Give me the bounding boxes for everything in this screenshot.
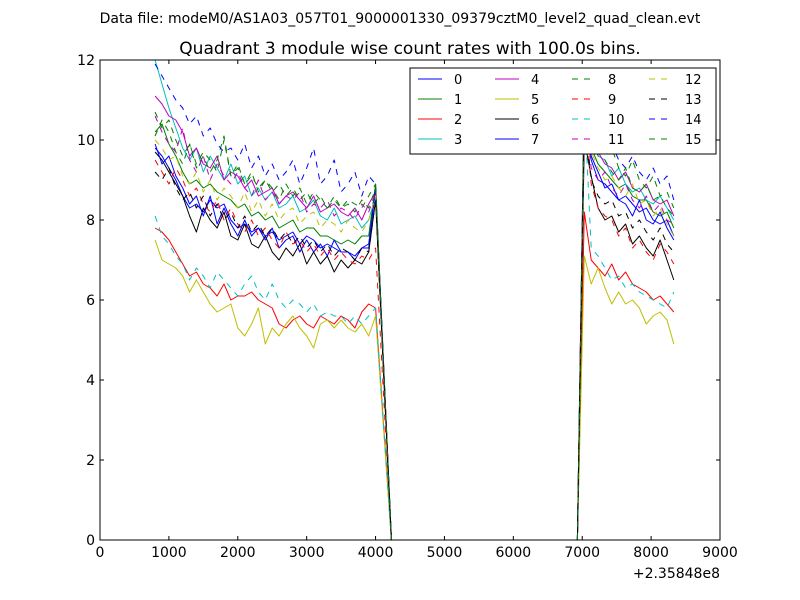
y-tick-label: 2: [86, 453, 95, 469]
y-tick-label: 8: [86, 213, 95, 229]
series-line-5: [154, 239, 675, 540]
legend-label-7: 7: [531, 133, 539, 148]
legend-label-0: 0: [454, 73, 462, 88]
suptitle: Data file: modeM0/AS1A03_057T01_90000013…: [100, 11, 701, 27]
x-tick-label: 3000: [289, 545, 325, 561]
series-line-14: [154, 63, 675, 540]
chart-title: Quadrant 3 module wise count rates with …: [179, 39, 640, 59]
legend-label-9: 9: [608, 93, 616, 108]
x-tick-label: 6000: [496, 545, 532, 561]
legend-label-12: 12: [685, 73, 702, 88]
legend-box: [409, 67, 717, 155]
series-line-9: [154, 107, 675, 540]
legend-label-13: 13: [685, 93, 702, 108]
legend-label-15: 15: [685, 133, 702, 148]
legend-label-8: 8: [608, 73, 616, 88]
x-tick-label: 7000: [564, 545, 600, 561]
series-line-7: [154, 103, 675, 540]
x-tick-label: 4000: [358, 545, 394, 561]
legend-label-6: 6: [531, 113, 539, 128]
x-tick-label: 0: [96, 545, 105, 561]
y-tick-label: 4: [86, 373, 95, 389]
x-tick-label: 1000: [151, 545, 187, 561]
series-line-8: [154, 95, 675, 540]
legend-label-4: 4: [531, 73, 539, 88]
x-tick-label: 9000: [702, 545, 738, 561]
legend-label-11: 11: [608, 133, 625, 148]
axes: 0 1000 2000 3000 4000 5000 6000 7000 8000 9000 0 2 4…: [77, 53, 738, 561]
y-tick-label: 6: [86, 293, 95, 309]
y-tick-label: 10: [77, 133, 95, 149]
legend-label-5: 5: [531, 93, 539, 108]
legend-label-14: 14: [685, 113, 702, 128]
y-tick-label: 12: [77, 53, 95, 69]
series-line-12: [154, 115, 675, 540]
series-line-6: [154, 139, 675, 540]
x-offset-label: +2.35848e8: [633, 566, 720, 582]
y-tick-label: 0: [86, 533, 95, 549]
legend-label-2: 2: [454, 113, 462, 128]
legend-label-10: 10: [608, 113, 625, 128]
series-line-15: [154, 99, 675, 540]
x-tick-label: 8000: [633, 545, 669, 561]
x-tick-label: 5000: [427, 545, 463, 561]
series-line-13: [154, 111, 675, 540]
x-tick-label: 2000: [220, 545, 256, 561]
series-line-10: [154, 103, 675, 540]
legend-label-1: 1: [454, 93, 462, 108]
series-layer: [154, 60, 675, 540]
legend-label-3: 3: [454, 133, 462, 148]
